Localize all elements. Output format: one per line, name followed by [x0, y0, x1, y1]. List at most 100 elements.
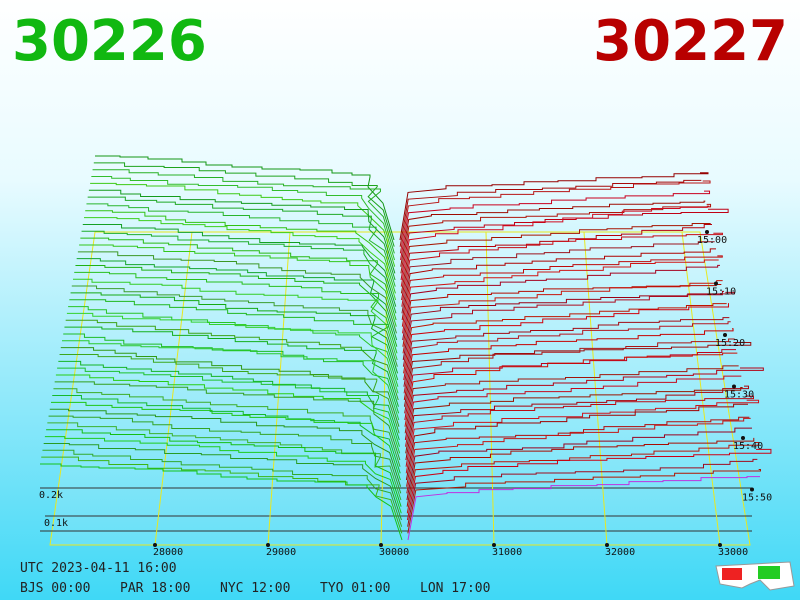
- tick-dot: [605, 543, 609, 547]
- ask-depth-line: [402, 264, 720, 341]
- bid-depth-line: [58, 360, 400, 441]
- zone-time: PAR 18:00: [120, 581, 190, 596]
- ask-depth-line: [404, 365, 739, 434]
- time-label: 15:30: [724, 390, 754, 401]
- ask-depth-line: [406, 427, 752, 501]
- ask-depth-line: [406, 441, 760, 514]
- bid-depth-line: [54, 381, 401, 461]
- ask-depth-line: [405, 375, 742, 447]
- bid-depth-line: [79, 244, 397, 327]
- bid-depth-line: [69, 299, 399, 381]
- bid-depth-line: [59, 353, 400, 434]
- ask-depth-line: [404, 349, 736, 421]
- bid-depth-line: [66, 312, 399, 394]
- tick-dot: [714, 281, 718, 286]
- ask-depth-line: [406, 416, 750, 487]
- bid-price: 30226: [12, 9, 207, 74]
- ask-depth-line: [399, 172, 709, 241]
- ask-depth-line: [403, 303, 727, 374]
- time-label: 15:10: [706, 287, 736, 298]
- bid-depth-line: [55, 374, 401, 454]
- bid-depth-line: [77, 251, 397, 334]
- ask-depth-line: [404, 338, 735, 414]
- ask-depth-line: [401, 259, 719, 334]
- ask-depth-line: [406, 417, 751, 494]
- bid-depth-line: [76, 258, 398, 341]
- ask-depth-line: [404, 352, 738, 427]
- floor-plane: [49, 231, 751, 546]
- bid-depth-line: [71, 285, 398, 367]
- bid-depth-line: [52, 395, 401, 474]
- time-label: 15:50: [742, 493, 772, 504]
- bid-depth-line: [41, 456, 403, 534]
- time-label: 15:20: [715, 338, 745, 349]
- bid-depth-line: [75, 265, 398, 347]
- price-grid-line: [154, 231, 193, 546]
- bid-depth-line: [81, 230, 397, 314]
- tick-dot: [379, 543, 383, 547]
- bid-depth-line: [53, 388, 401, 467]
- bid-depth-line: [44, 436, 402, 514]
- bid-depth-line: [93, 162, 395, 247]
- zone-time: LON 17:00: [420, 581, 490, 596]
- price-grid-line: [267, 231, 291, 546]
- ask-depth-line: [399, 179, 702, 247]
- bid-depth-line: [90, 182, 396, 267]
- axis-labels: 0.2k 0.1k 28000 29000 30000 31000 32000 33000…: [39, 230, 772, 558]
- ask-depth-line: [407, 468, 761, 534]
- ask-depth-line: [405, 403, 748, 481]
- ask-depth-line: [400, 203, 712, 274]
- bid-depth-line: [82, 223, 397, 307]
- tick-dot: [153, 543, 157, 547]
- bid-depth-line: [40, 463, 403, 541]
- bid-depth-line: [62, 340, 400, 421]
- ask-depth-line: [400, 208, 729, 281]
- bid-depth-line: [49, 408, 402, 487]
- utc-time: UTC 2023-04-11 16:00: [20, 561, 177, 576]
- ask-depth-line: [406, 448, 772, 521]
- tick-dot: [718, 543, 722, 547]
- tick-dot: [492, 543, 496, 547]
- ask-depth-line: [402, 291, 735, 367]
- tick-dot: [723, 333, 727, 337]
- ask-depth-line: [405, 399, 760, 474]
- ask-depth-line: [403, 317, 730, 387]
- ask-depth-line: [403, 328, 734, 401]
- tick-dot: [732, 384, 736, 389]
- floor: [40, 231, 752, 546]
- ask-depth-line: [405, 387, 743, 454]
- bid-depth-line: [63, 333, 400, 414]
- bid-depth-line: [73, 278, 398, 361]
- bid-depth-line: [92, 169, 395, 254]
- bid-depth-line: [57, 367, 400, 447]
- ask-depth-line: [401, 248, 716, 321]
- bid-depth-line: [46, 429, 402, 507]
- tick-dot: [266, 543, 270, 547]
- depth-surface: [40, 155, 772, 541]
- bid-depth-line: [60, 347, 400, 427]
- bid-depth-line: [70, 292, 399, 374]
- price-label: 29000: [266, 547, 296, 558]
- price-label: 33000: [718, 547, 748, 558]
- zone-time: TYO 01:00: [320, 581, 390, 596]
- ask-depth-line: [400, 200, 706, 267]
- glasses-icon: [715, 561, 795, 591]
- tick-dot: [705, 230, 709, 234]
- ask-depth-line: [403, 341, 752, 407]
- price-label: 28000: [153, 547, 183, 558]
- bid-depth-line: [42, 449, 403, 527]
- ask-depth-line: [400, 205, 710, 287]
- ask-depth-line: [403, 321, 731, 394]
- bid-depth-line: [80, 237, 397, 321]
- price-label: 31000: [492, 547, 522, 558]
- ask-depth-line: [401, 241, 715, 314]
- ask-depth-line: [401, 224, 712, 301]
- bid-depth-line: [65, 319, 399, 401]
- ask-depth-line: [402, 280, 723, 354]
- price-label: 30000: [379, 547, 409, 558]
- bid-depth-line: [95, 155, 395, 241]
- ask-depth-line: [407, 458, 758, 527]
- tick-dot: [741, 436, 745, 440]
